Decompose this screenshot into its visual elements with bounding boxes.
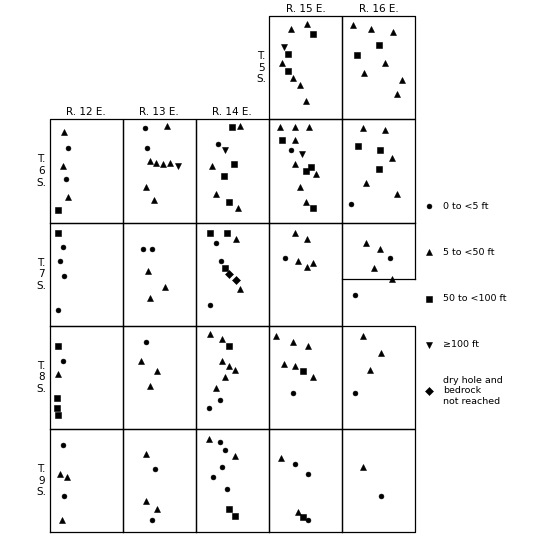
Text: dry hole and
bedrock
not reached: dry hole and bedrock not reached bbox=[443, 376, 503, 406]
Text: R. 15 E.: R. 15 E. bbox=[285, 4, 326, 14]
Text: T.
5
S.: T. 5 S. bbox=[256, 51, 266, 85]
Text: T.
8
S.: T. 8 S. bbox=[37, 361, 47, 394]
Text: R. 16 E.: R. 16 E. bbox=[359, 4, 399, 14]
Text: 50 to <100 ft: 50 to <100 ft bbox=[443, 294, 506, 303]
Text: R. 14 E.: R. 14 E. bbox=[212, 107, 252, 117]
Text: R. 12 E.: R. 12 E. bbox=[66, 107, 106, 117]
Text: 5 to <50 ft: 5 to <50 ft bbox=[443, 248, 494, 257]
Text: R. 13 E.: R. 13 E. bbox=[139, 107, 179, 117]
Text: T.
6
S.: T. 6 S. bbox=[37, 154, 47, 188]
Text: 0 to <5 ft: 0 to <5 ft bbox=[443, 202, 488, 211]
Text: ≥100 ft: ≥100 ft bbox=[443, 340, 478, 349]
Text: T.
7
S.: T. 7 S. bbox=[37, 257, 47, 291]
Text: T.
9
S.: T. 9 S. bbox=[37, 464, 47, 497]
